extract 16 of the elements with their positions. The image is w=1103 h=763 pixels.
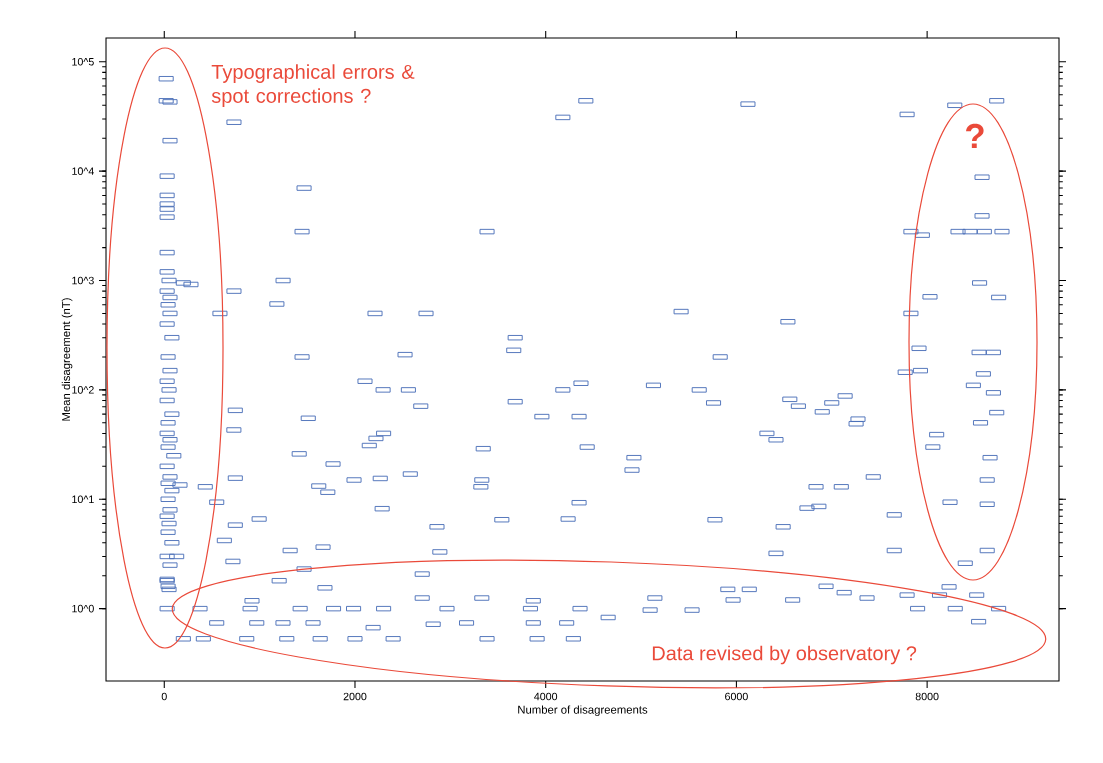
y-tick-label: 10^2	[72, 386, 94, 394]
annotation: Data revised by observatory ?	[652, 645, 917, 665]
x-axis-title: Number of disagreements	[518, 705, 648, 716]
y-tick-label: 10^1	[72, 495, 94, 504]
y-tick-label: 10^0	[72, 604, 94, 613]
annotation: ?	[966, 123, 984, 149]
y-tick-label: 10^5	[72, 58, 94, 66]
annotation: Typographical errors & spot corrections ?	[211, 64, 415, 107]
y-axis-title: Mean disagreement (nT)	[61, 298, 73, 421]
y-tick-label: 10^4	[72, 167, 94, 175]
x-tick-label: 0	[161, 692, 167, 701]
y-tick-label: 10^3	[72, 276, 94, 285]
x-tick-label: 2000	[343, 692, 367, 701]
x-tick-label: 4000	[534, 692, 558, 701]
x-tick-label: 6000	[725, 692, 748, 701]
x-tick-label: 8000	[915, 692, 939, 701]
